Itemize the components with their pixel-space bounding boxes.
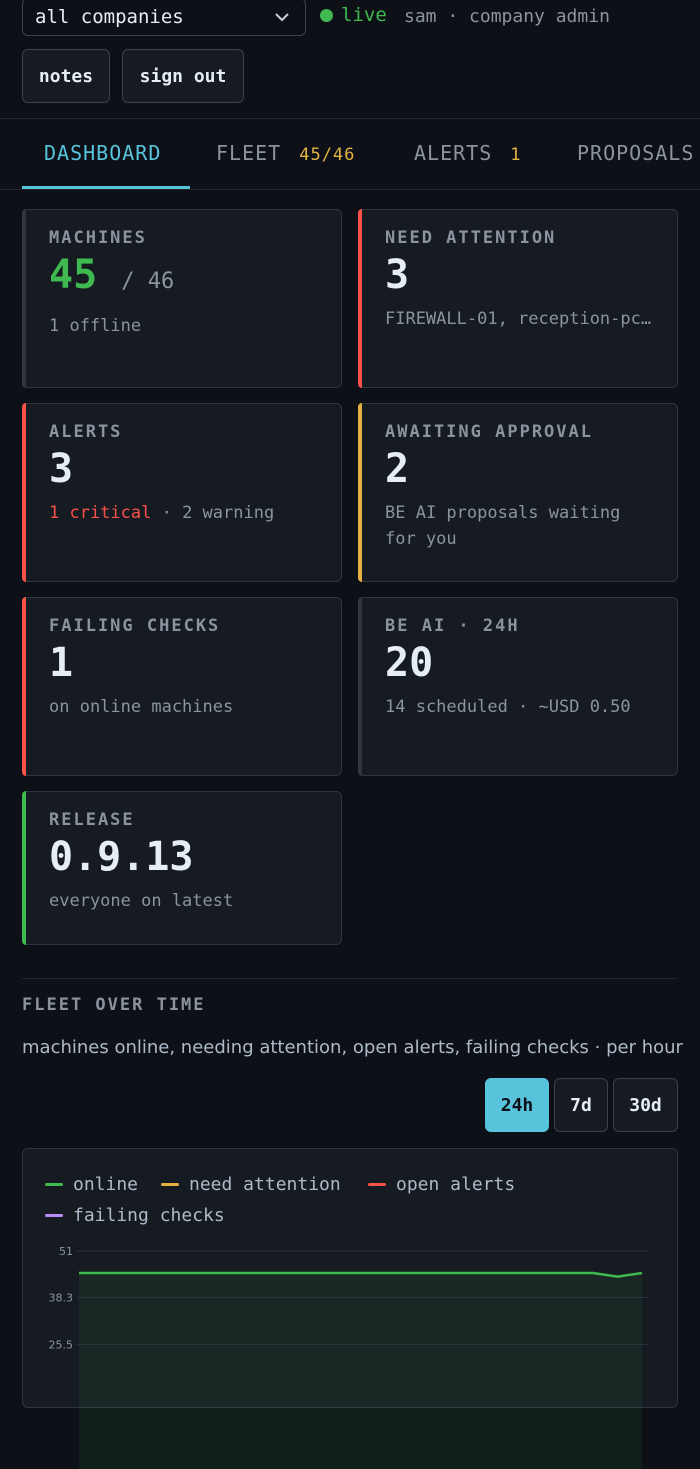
legend-swatch	[368, 1183, 386, 1186]
y-tick-label: 51	[59, 1245, 73, 1258]
card-value: 20	[385, 640, 434, 686]
fleet-chart-card: online need attention open alerts failin…	[22, 1148, 678, 1469]
chevron-down-icon	[275, 13, 289, 22]
live-dot-icon	[320, 8, 333, 22]
legend-label: need attention	[189, 1174, 341, 1195]
range-7d-button[interactable]: 7d	[554, 1078, 608, 1132]
card-label: NEED ATTENTION	[385, 228, 557, 248]
card-value: 3	[49, 446, 74, 492]
legend-open-alerts[interactable]: open alerts	[368, 1174, 515, 1195]
card-sub: everyone on latest	[49, 891, 234, 911]
card-label: AWAITING APPROVAL	[385, 422, 593, 442]
card-label: BE AI · 24H	[385, 616, 520, 636]
alerts-card[interactable]: ALERTS 3 1 critical · 2 warning	[22, 403, 342, 582]
card-label: FAILING CHECKS	[49, 616, 221, 636]
company-select[interactable]: all companies	[22, 0, 306, 36]
card-sub: FIREWALL-01, reception-pc…	[385, 309, 652, 329]
machines-card[interactable]: MACHINES 45 / 46 1 offline	[22, 209, 342, 388]
sign-out-button[interactable]: sign out	[122, 49, 244, 103]
legend-need-attention[interactable]: need attention	[161, 1174, 341, 1195]
card-accent	[358, 597, 362, 776]
machines-online-count: 45	[49, 252, 98, 298]
card-sub: 1 critical · 2 warning	[49, 500, 341, 526]
card-accent	[358, 209, 362, 388]
need-attention-card[interactable]: NEED ATTENTION 3 FIREWALL-01, reception-…	[358, 209, 678, 388]
series-area-online	[79, 1273, 642, 1469]
y-tick-label: 25.5	[49, 1338, 74, 1351]
tab-alerts[interactable]: ALERTS 1	[414, 141, 522, 165]
range-24h-button[interactable]: 24h	[485, 1078, 549, 1132]
section-divider	[22, 978, 678, 979]
tab-dashboard[interactable]: DASHBOARD	[44, 141, 161, 165]
legend-label: failing checks	[73, 1205, 225, 1226]
y-tick-label: 38.3	[49, 1292, 74, 1305]
company-select-value: all companies	[35, 6, 184, 28]
card-accent	[22, 209, 26, 388]
card-accent	[358, 403, 362, 582]
range-30d-button[interactable]: 30d	[613, 1078, 678, 1132]
series-line-online	[79, 1271, 643, 1278]
tab-label: DASHBOARD	[44, 141, 162, 165]
live-label: live	[341, 4, 387, 26]
warning-count: · 2 warning	[151, 503, 275, 523]
card-value: 2	[385, 446, 410, 492]
top-bar: all companies live sam · company admin n…	[0, 0, 700, 118]
legend-label: online	[73, 1174, 139, 1195]
fleet-over-time-title: FLEET OVER TIME	[22, 995, 206, 1015]
card-label: RELEASE	[49, 810, 135, 830]
card-value: 45 / 46	[49, 252, 341, 305]
card-accent	[22, 791, 26, 945]
card-value: 0.9.13	[49, 834, 194, 880]
critical-count: 1 critical	[49, 503, 152, 523]
legend-swatch	[161, 1183, 179, 1186]
card-accent	[22, 403, 26, 582]
card-sub: on online machines	[49, 697, 234, 717]
tab-bar: DASHBOARD FLEET 45/46 ALERTS 1 PROPOSALS	[0, 118, 700, 190]
tab-count: 45/46	[299, 145, 356, 165]
legend-label: open alerts	[396, 1174, 516, 1195]
card-value: 3	[385, 252, 410, 298]
tab-count: 1	[510, 145, 522, 165]
card-sub: BE AI proposals waiting for you	[385, 503, 621, 549]
notes-button[interactable]: notes	[22, 49, 110, 103]
machines-total: / 46	[121, 269, 175, 294]
card-sub: 1 offline	[49, 316, 142, 336]
fleet-chart: 51 38.3 25.5	[49, 1245, 648, 1469]
tab-proposals[interactable]: PROPOSALS	[577, 141, 694, 165]
legend-swatch	[45, 1214, 63, 1217]
legend-online[interactable]: online	[45, 1174, 138, 1195]
tab-label: ALERTS	[414, 141, 493, 165]
failing-checks-card[interactable]: FAILING CHECKS 1 on online machines	[22, 597, 342, 776]
live-indicator: live	[320, 4, 387, 26]
card-label: MACHINES	[49, 228, 147, 248]
awaiting-approval-card[interactable]: AWAITING APPROVAL 2 BE AI proposals wait…	[358, 403, 678, 582]
fleet-over-time-subtitle: machines online, needing attention, open…	[22, 1037, 683, 1058]
user-info: sam · company admin	[404, 6, 610, 27]
active-tab-indicator	[22, 186, 190, 189]
card-sub: 14 scheduled · ~USD 0.50	[385, 697, 631, 717]
tab-fleet[interactable]: FLEET 45/46	[216, 141, 355, 165]
card-accent	[22, 597, 26, 776]
card-label: ALERTS	[49, 422, 123, 442]
tab-label: PROPOSALS	[577, 141, 695, 165]
tab-label: FLEET	[216, 141, 282, 165]
be-ai-card[interactable]: BE AI · 24H 20 14 scheduled · ~USD 0.50	[358, 597, 678, 776]
legend-swatch	[45, 1183, 63, 1186]
card-value: 1	[49, 640, 74, 686]
release-card[interactable]: RELEASE 0.9.13 everyone on latest	[22, 791, 342, 945]
legend-failing-checks[interactable]: failing checks	[45, 1205, 225, 1226]
